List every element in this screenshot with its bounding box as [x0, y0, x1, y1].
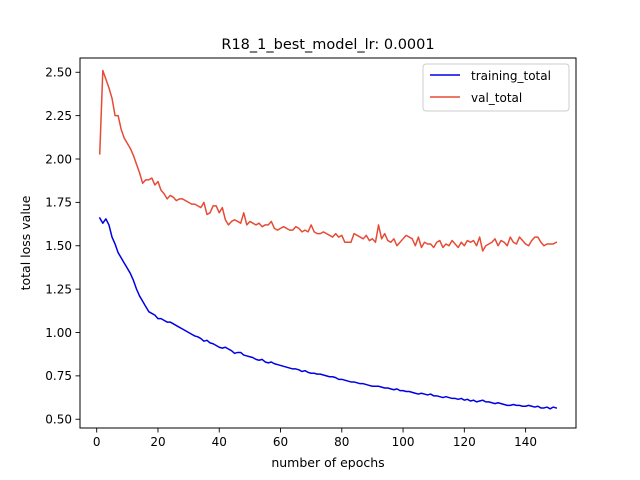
chart-title: R18_1_best_model_lr: 0.0001 — [221, 37, 434, 53]
y-tick-label: 0.75 — [45, 369, 72, 383]
x-tick-label: 80 — [334, 435, 349, 449]
x-axis: 0 20 40 60 80 100 120 140 — [93, 428, 537, 449]
y-tick-label: 2.50 — [45, 66, 72, 80]
x-tick-label: 0 — [93, 435, 101, 449]
y-tick-label: 1.25 — [45, 282, 72, 296]
legend: training_total val_total — [422, 63, 570, 112]
x-axis-label: number of epochs — [271, 455, 384, 470]
plot-area — [98, 69, 558, 410]
y-tick-label: 2.00 — [45, 152, 72, 166]
x-tick-label: 20 — [150, 435, 165, 449]
x-tick-label: 40 — [212, 435, 227, 449]
series-line-training-total — [98, 216, 558, 410]
x-tick-label: 100 — [392, 435, 415, 449]
x-tick-label: 140 — [514, 435, 537, 449]
y-axis-label: total loss value — [18, 195, 33, 290]
legend-label-training-total: training_total — [471, 69, 551, 83]
series-line-val-total — [98, 69, 558, 252]
y-tick-label: 1.50 — [45, 239, 72, 253]
plot-frame — [79, 57, 577, 429]
y-axis: 0.50 0.75 1.00 1.25 1.50 1.75 2.00 2.25 2.50 — [45, 66, 80, 427]
y-tick-label: 1.00 — [45, 326, 72, 340]
y-tick-label: 2.25 — [45, 109, 72, 123]
x-tick-label: 60 — [273, 435, 288, 449]
y-tick-label: 1.75 — [45, 196, 72, 210]
y-tick-label: 0.50 — [45, 413, 72, 427]
x-tick-label: 120 — [453, 435, 476, 449]
legend-label-val-total: val_total — [471, 91, 522, 105]
